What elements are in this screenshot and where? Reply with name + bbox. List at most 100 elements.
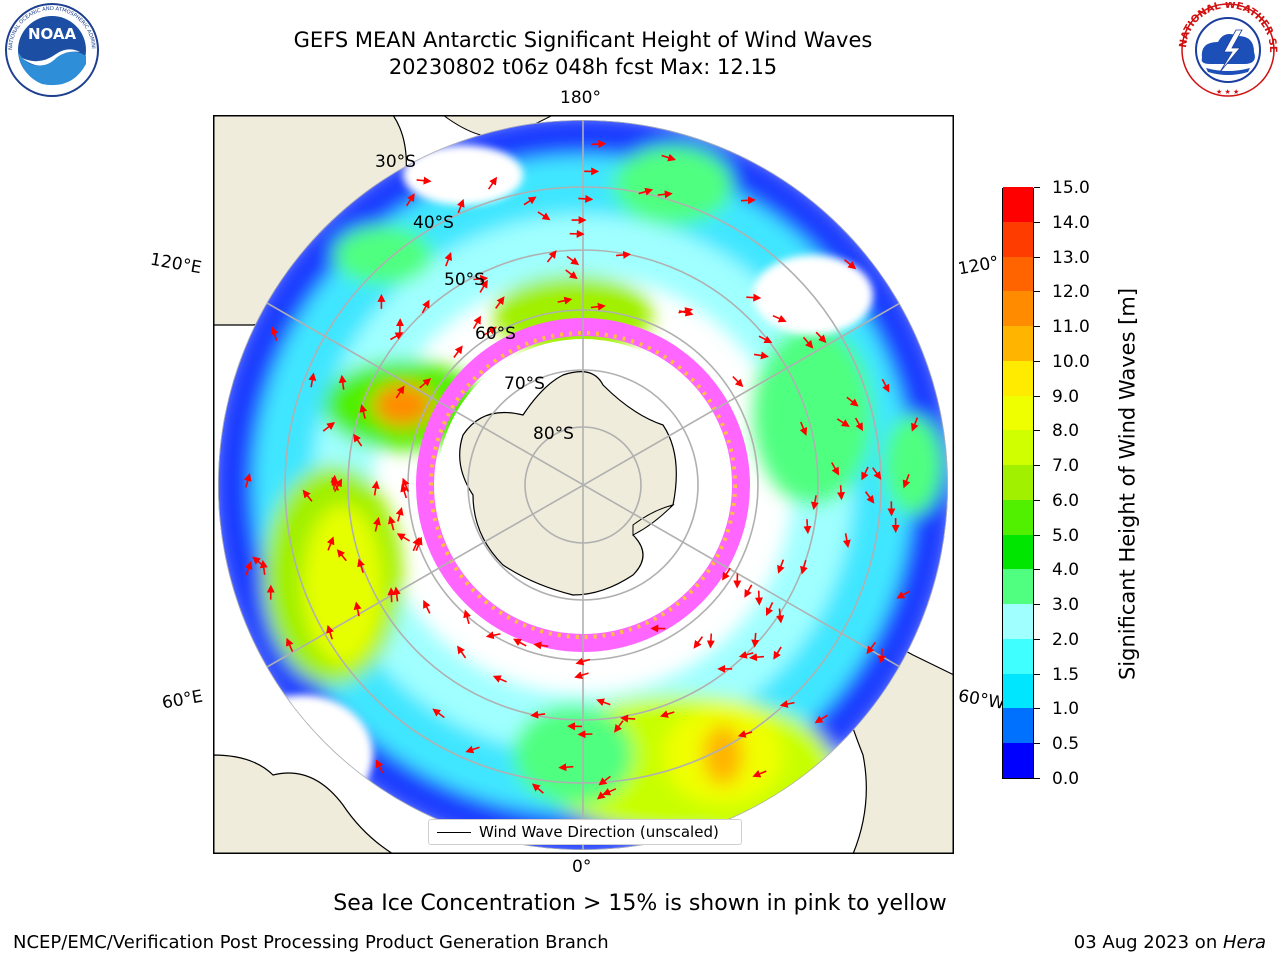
wave-arrow <box>472 315 481 329</box>
wave-arrow <box>392 586 401 602</box>
sea-ice-note: Sea Ice Concentration > 15% is shown in … <box>333 891 947 916</box>
wave-arrow <box>415 536 423 551</box>
wave-arrow <box>387 587 396 603</box>
svg-text:★ ★ ★: ★ ★ ★ <box>1216 88 1239 96</box>
wave-arrow <box>421 299 430 314</box>
wave-arrow <box>815 331 827 344</box>
wave-arrow <box>353 433 363 447</box>
lat-label-70s: 70°S <box>504 374 545 394</box>
wave-arrow <box>396 533 411 542</box>
wave-arrow <box>558 763 574 772</box>
wave-arrow <box>353 601 362 617</box>
lat-label-50s: 50°S <box>444 270 485 290</box>
chart-title: GEFS MEAN Antarctic Significant Height o… <box>293 28 873 52</box>
wave-arrow <box>387 515 396 531</box>
wave-arrow <box>336 549 347 562</box>
colorbar-tick-label: 15.0 <box>1052 178 1090 198</box>
wave-arrow <box>779 700 795 708</box>
wave-arrow <box>395 507 404 522</box>
wave-arrow <box>557 296 573 305</box>
wave-arrow <box>546 250 557 263</box>
wave-arrow <box>590 302 606 311</box>
colorbar-segment <box>1003 673 1033 709</box>
colorbar-tick-label: 7.0 <box>1052 456 1080 477</box>
wave-arrow <box>902 474 911 489</box>
wave-arrow <box>537 211 551 221</box>
wave-arrow <box>740 196 756 205</box>
wave-arrow <box>864 491 875 504</box>
colorbar-segment <box>1003 534 1033 570</box>
polar-map: Wind Wave Direction (unscaled) <box>213 115 954 854</box>
wave-arrow <box>375 759 384 774</box>
wave-arrow <box>598 775 611 786</box>
wave-arrow <box>773 646 782 660</box>
wave-arrow <box>530 710 546 719</box>
wave-arrow <box>616 250 632 259</box>
wave-arrow <box>872 467 882 480</box>
footer-machine: Hera <box>1222 932 1266 953</box>
colorbar-tick-label: 9.0 <box>1052 386 1080 407</box>
lat-label-60s: 60°S <box>475 324 516 344</box>
wave-arrow <box>326 624 334 640</box>
wave-arrow <box>800 559 808 575</box>
wave-arrow <box>896 590 910 599</box>
wave-arrow <box>302 489 313 502</box>
wave-arrow <box>566 255 580 266</box>
wave-arrow <box>877 648 886 664</box>
wave-arrow <box>326 536 335 551</box>
noaa-logo: NOAA NATIONAL OCEANIC AND ATMOSPHERIC AD… <box>0 0 102 98</box>
colorbar-segment <box>1003 638 1033 674</box>
wave-arrow <box>866 641 877 655</box>
wave-arrow <box>244 561 253 576</box>
wave-arrow <box>732 375 744 388</box>
wave-arrow <box>752 769 767 778</box>
wave-arrow <box>803 519 812 535</box>
wave-arrow <box>613 720 624 733</box>
lon-label-120w: 120° <box>956 252 1001 280</box>
wave-arrow <box>737 730 753 738</box>
wave-arrow <box>738 650 754 659</box>
wave-arrow <box>578 194 594 203</box>
wave-arrow <box>432 708 445 719</box>
legend-line-sample <box>437 832 471 833</box>
wave-arrow <box>758 335 773 344</box>
colorbar-segment <box>1003 325 1033 361</box>
wave-arrow <box>465 745 480 754</box>
wave-arrow <box>678 308 694 317</box>
colorbar-segment <box>1003 742 1033 778</box>
colorbar-tick-label: 1.5 <box>1052 664 1080 685</box>
wave-arrow <box>487 176 498 190</box>
colorbar-tick-label: 0.0 <box>1052 769 1080 789</box>
wave-arrow <box>620 714 636 723</box>
colorbar-tick-label: 3.0 <box>1052 595 1080 616</box>
wave-arrow <box>463 609 471 625</box>
wave-arrow <box>533 641 549 650</box>
colorbar-tick-label: 8.0 <box>1052 421 1080 442</box>
colorbar-tick-label: 14.0 <box>1052 212 1090 233</box>
wave-arrow <box>693 636 704 649</box>
wave-arrow <box>911 417 919 432</box>
wave-arrow <box>831 462 840 476</box>
wave-arrow <box>574 671 589 680</box>
colorbar-tick-label: 5.0 <box>1052 525 1080 546</box>
legend-label: Wind Wave Direction (unscaled) <box>479 823 719 841</box>
map-legend: Wind Wave Direction (unscaled) <box>428 819 742 845</box>
wave-arrow <box>416 176 432 185</box>
wave-arrow <box>854 417 863 432</box>
wave-arrow <box>357 558 365 574</box>
wave-arrow <box>765 602 774 617</box>
colorbar-label: Significant Height of Wind Waves [m] <box>1115 287 1140 681</box>
colorbar-segment <box>1003 290 1033 327</box>
wave-arrow <box>400 483 409 499</box>
wave-arrow <box>252 556 265 567</box>
colorbar-tick-label: 12.0 <box>1052 282 1090 303</box>
wave-arrow <box>837 485 846 501</box>
nws-logo: NATIONAL WEATHER SERVICE ★ ★ ★ <box>1174 0 1278 98</box>
wave-arrow <box>776 608 785 624</box>
colorbar-tick-label: 13.0 <box>1052 247 1090 268</box>
colorbar-tick-label: 6.0 <box>1052 490 1080 511</box>
lat-label-80s: 80°S <box>533 424 574 444</box>
wave-arrow <box>657 190 673 199</box>
wave-arrow <box>753 351 769 360</box>
wave-arrow <box>846 396 859 407</box>
